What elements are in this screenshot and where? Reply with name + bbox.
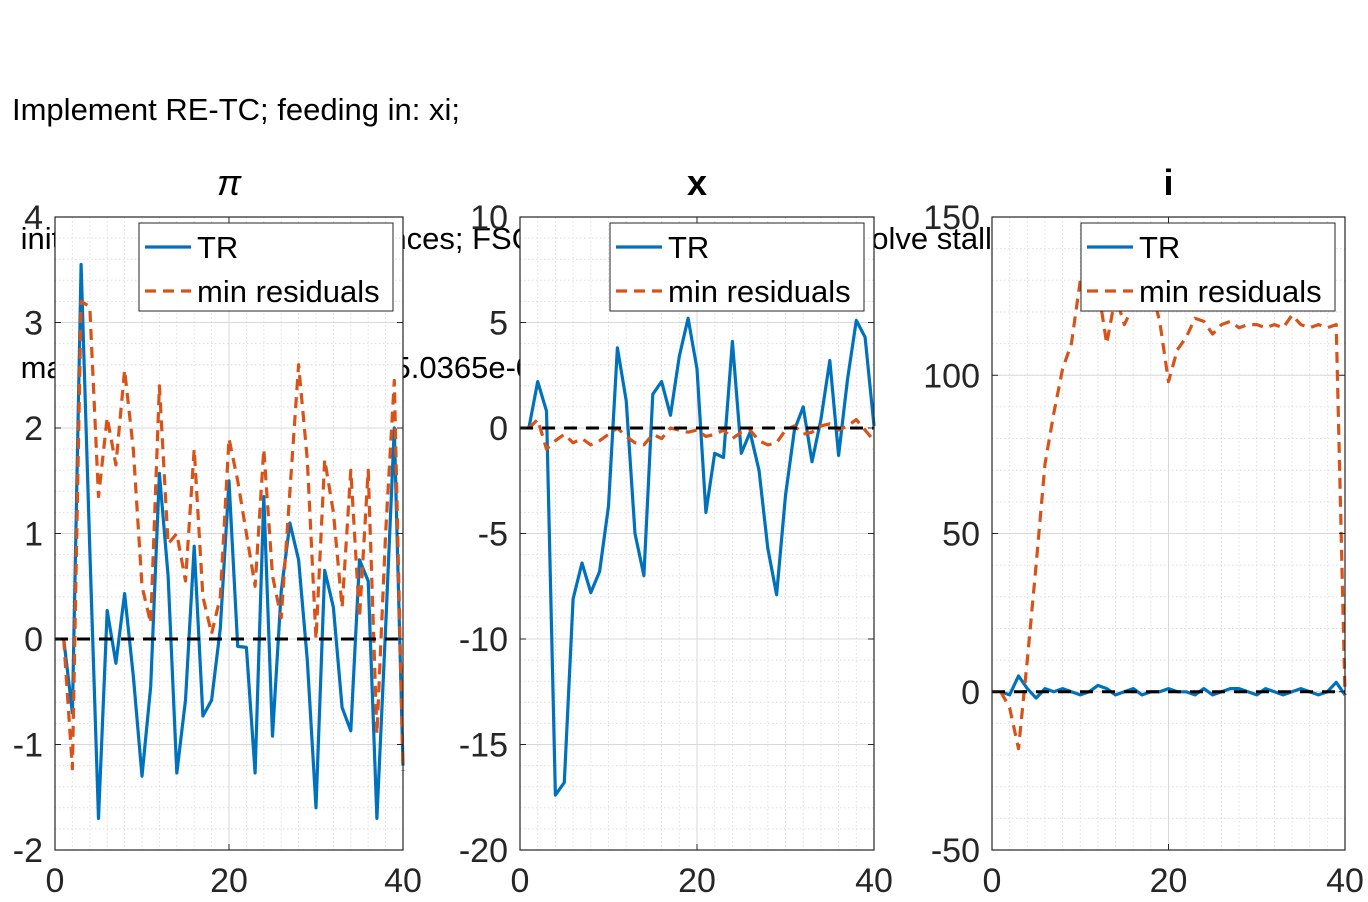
- legend-label: min residuals: [197, 274, 380, 309]
- y-tick-label: -10: [459, 621, 508, 659]
- x-tick-label: 40: [1326, 862, 1364, 900]
- x-tick-label: 20: [678, 862, 716, 900]
- legend-label: min residuals: [1139, 274, 1322, 309]
- subplot: 0 20 40 -2 -1 0 1 2 3 4 π TR min residuals: [13, 162, 422, 900]
- y-tick-label: -15: [459, 727, 508, 765]
- y-tick-label: 0: [24, 621, 43, 659]
- y-tick-label: 50: [942, 516, 980, 554]
- y-tick-label: -20: [459, 832, 508, 870]
- legend: TR min residuals: [138, 222, 394, 312]
- y-tick-label: -1: [13, 727, 43, 765]
- y-tick-label: 2: [24, 410, 43, 448]
- x-tick-label: 0: [983, 862, 1002, 900]
- legend-box: [138, 222, 394, 312]
- x-tick-label: 20: [1150, 862, 1188, 900]
- subplot-title: i: [1163, 162, 1173, 203]
- y-tick-label: 0: [489, 410, 508, 448]
- legend-box: [1080, 222, 1336, 312]
- x-tick-label: 20: [210, 862, 248, 900]
- y-tick-label: 1: [24, 516, 43, 554]
- series-line-tr: [527, 316, 876, 797]
- legend: TR min residuals: [609, 222, 865, 312]
- y-tick-label: -5: [478, 516, 508, 554]
- y-tick-label: -2: [13, 832, 43, 870]
- y-tick-label: -50: [931, 832, 980, 870]
- legend-label: TR: [1139, 230, 1180, 265]
- series-line-tr: [62, 262, 405, 821]
- y-tick-label: 5: [489, 305, 508, 343]
- x-tick-label: 0: [511, 862, 530, 900]
- legend: TR min residuals: [1080, 222, 1336, 312]
- legend-label: TR: [668, 230, 709, 265]
- figure-title-line: Implement RE-TC; feeding in: xi;: [12, 92, 460, 127]
- y-tick-label: 4: [24, 199, 43, 237]
- legend-box: [609, 222, 865, 312]
- legend-label: min residuals: [668, 274, 851, 309]
- series-line-min-residuals: [62, 299, 405, 771]
- y-tick-label: 0: [961, 674, 980, 712]
- y-tick-label: 3: [24, 305, 43, 343]
- x-tick-label: 40: [855, 862, 893, 900]
- y-tick-label: 100: [923, 357, 980, 395]
- series-line-min-residuals: [527, 418, 876, 451]
- x-tick-label: 0: [46, 862, 65, 900]
- legend-label: TR: [197, 230, 238, 265]
- subplot-title: x: [687, 162, 707, 203]
- y-tick-label: 10: [470, 199, 508, 237]
- series-line-tr: [1000, 674, 1347, 700]
- x-tick-label: 40: [384, 862, 422, 900]
- series-line-min-residuals: [999, 256, 1347, 751]
- subplot-title: π: [217, 162, 242, 203]
- subplot: 0 20 40 -20 -15 -10 -5 0 5 10 x TR min residuals: [459, 162, 893, 900]
- y-tick-label: 150: [923, 199, 980, 237]
